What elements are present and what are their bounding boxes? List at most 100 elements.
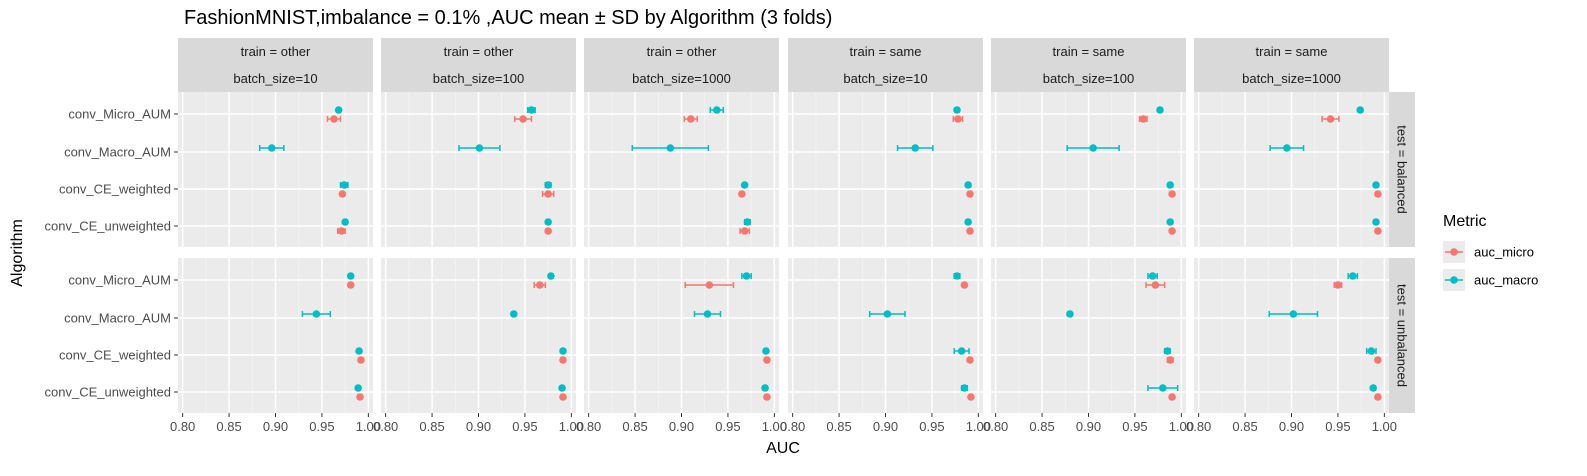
- x-tick-label: 0.80: [780, 419, 805, 434]
- panel-r1-c6: [1194, 92, 1389, 247]
- panel-r1-c5: [991, 92, 1186, 247]
- auc_macro-point: [1283, 144, 1291, 152]
- facet-grid: train = other batch_size=10 train = other b…: [45, 38, 1415, 434]
- auc_micro-point: [1166, 356, 1175, 364]
- col-strip-train-label: train = same: [1256, 44, 1328, 59]
- x-tick-label: 1.00: [966, 419, 991, 434]
- x-tick-label: 0.95: [1122, 419, 1147, 434]
- legend-item-auc-micro: auc_micro: [1443, 241, 1534, 263]
- panel-r2-c6: [1194, 258, 1389, 413]
- col-strip-bg: [991, 38, 1186, 92]
- row-strip-1: test = balanced: [1389, 92, 1415, 247]
- col-strip-train-label: train = other: [241, 44, 311, 59]
- x-tick-label: 0.95: [715, 419, 740, 434]
- col-strip-2: train = other batch_size=100: [381, 38, 576, 92]
- auc_micro-point: [1374, 393, 1382, 401]
- y-axis-label: Algorithm: [9, 219, 26, 287]
- auc_macro-point: [1066, 310, 1074, 318]
- auc_micro-point: [519, 115, 527, 123]
- auc_macro-point: [1148, 272, 1157, 280]
- col-strip-train-label: train = other: [444, 44, 514, 59]
- panel-r2-c4: [788, 258, 983, 413]
- col-strip-3: train = other batch_size=1000: [584, 38, 779, 92]
- x-tick-label: 0.90: [873, 419, 898, 434]
- col-strip-bg: [788, 38, 983, 92]
- x-tick-label: 0.85: [622, 419, 647, 434]
- x-tick-label: 0.90: [466, 419, 491, 434]
- auc_macro-point: [354, 384, 362, 392]
- col-strip-batch-label: batch_size=10: [233, 71, 317, 86]
- col-strip-1: train = other batch_size=10: [178, 38, 373, 92]
- auc_micro-point: [966, 356, 974, 364]
- auc_micro-point: [1374, 190, 1382, 198]
- x-axis-2: 0.80 0.85 0.90 0.95 1.00: [373, 413, 584, 434]
- auc_macro-point: [957, 347, 966, 355]
- auc_macro-point: [527, 106, 536, 114]
- auc_macro-point: [558, 384, 566, 392]
- x-tick-label: 0.80: [1186, 419, 1211, 434]
- auc_macro-point: [544, 181, 552, 189]
- auc_micro-point: [686, 115, 695, 123]
- y-tick-label: conv_CE_unweighted: [45, 385, 171, 400]
- auc_micro-point: [1334, 281, 1342, 289]
- x-tick-label: 0.85: [1232, 419, 1257, 434]
- auc_macro-point: [666, 144, 675, 152]
- auc_micro-point: [337, 227, 346, 235]
- auc_macro-point: [1372, 218, 1380, 226]
- col-strip-batch-label: batch_size=1000: [632, 71, 731, 86]
- row-strip-bg: [1389, 258, 1415, 413]
- auc_micro-point: [967, 393, 975, 401]
- auc_macro-point: [267, 144, 276, 152]
- auc_macro-point: [742, 272, 751, 280]
- x-tick-label: 0.90: [669, 419, 694, 434]
- x-tick-label: 1.00: [356, 419, 381, 434]
- auc_micro-point: [1374, 356, 1382, 364]
- auc_macro-point: [1367, 347, 1376, 355]
- col-strip-bg: [1194, 38, 1389, 92]
- auc_macro-point: [346, 272, 355, 280]
- row-strip-2: test = unbalanced: [1389, 258, 1415, 413]
- auc_micro-point: [330, 115, 338, 123]
- auc_macro-point: [703, 310, 712, 318]
- auc_micro-point: [705, 281, 714, 289]
- auc_macro-point: [953, 106, 961, 114]
- legend: Metric auc_micro auc_macro: [1443, 213, 1538, 291]
- panel-r1-c2: [381, 92, 576, 247]
- legend-label: auc_micro: [1474, 245, 1534, 260]
- auc_macro-point: [1156, 106, 1164, 114]
- auc_macro-point: [761, 384, 769, 392]
- panel-r2-c5: [991, 258, 1186, 413]
- x-tick-label: 0.80: [373, 419, 398, 434]
- auc_micro-point: [559, 356, 567, 364]
- row-strip-bg: [1389, 92, 1415, 247]
- col-strip-bg: [381, 38, 576, 92]
- x-tick-label: 0.90: [1279, 419, 1304, 434]
- col-strip-batch-label: batch_size=1000: [1242, 71, 1341, 86]
- auc_macro-point: [509, 310, 518, 318]
- auc_macro-point: [964, 181, 972, 189]
- x-tick-label: 1.00: [559, 419, 584, 434]
- auc_macro-point: [544, 218, 552, 226]
- x-axis-4: 0.80 0.85 0.90 0.95 1.00: [780, 413, 991, 434]
- x-tick-label: 0.95: [309, 419, 334, 434]
- auc_macro-point: [953, 272, 961, 280]
- x-tick-label: 0.85: [1029, 419, 1054, 434]
- col-strip-train-label: train = same: [1053, 44, 1125, 59]
- auc_micro-point: [1168, 227, 1176, 235]
- auc_macro-point: [341, 218, 349, 226]
- col-strip-5: train = same batch_size=100: [991, 38, 1186, 92]
- auc_micro-point: [544, 190, 552, 198]
- auc_macro-point: [1166, 218, 1175, 226]
- auc_macro-point: [740, 181, 749, 189]
- y-tick-label: conv_Macro_AUM: [64, 311, 171, 326]
- auc_micro-point: [738, 190, 746, 198]
- panel-r1-c3: [584, 92, 779, 247]
- auc_micro-point: [1374, 227, 1382, 235]
- auc_micro-point: [1168, 393, 1176, 401]
- y-tick-label: conv_Micro_AUM: [68, 273, 171, 288]
- auc_macro-point: [960, 384, 969, 392]
- auc_macro-point: [1158, 384, 1167, 392]
- auc_micro-point: [954, 115, 962, 123]
